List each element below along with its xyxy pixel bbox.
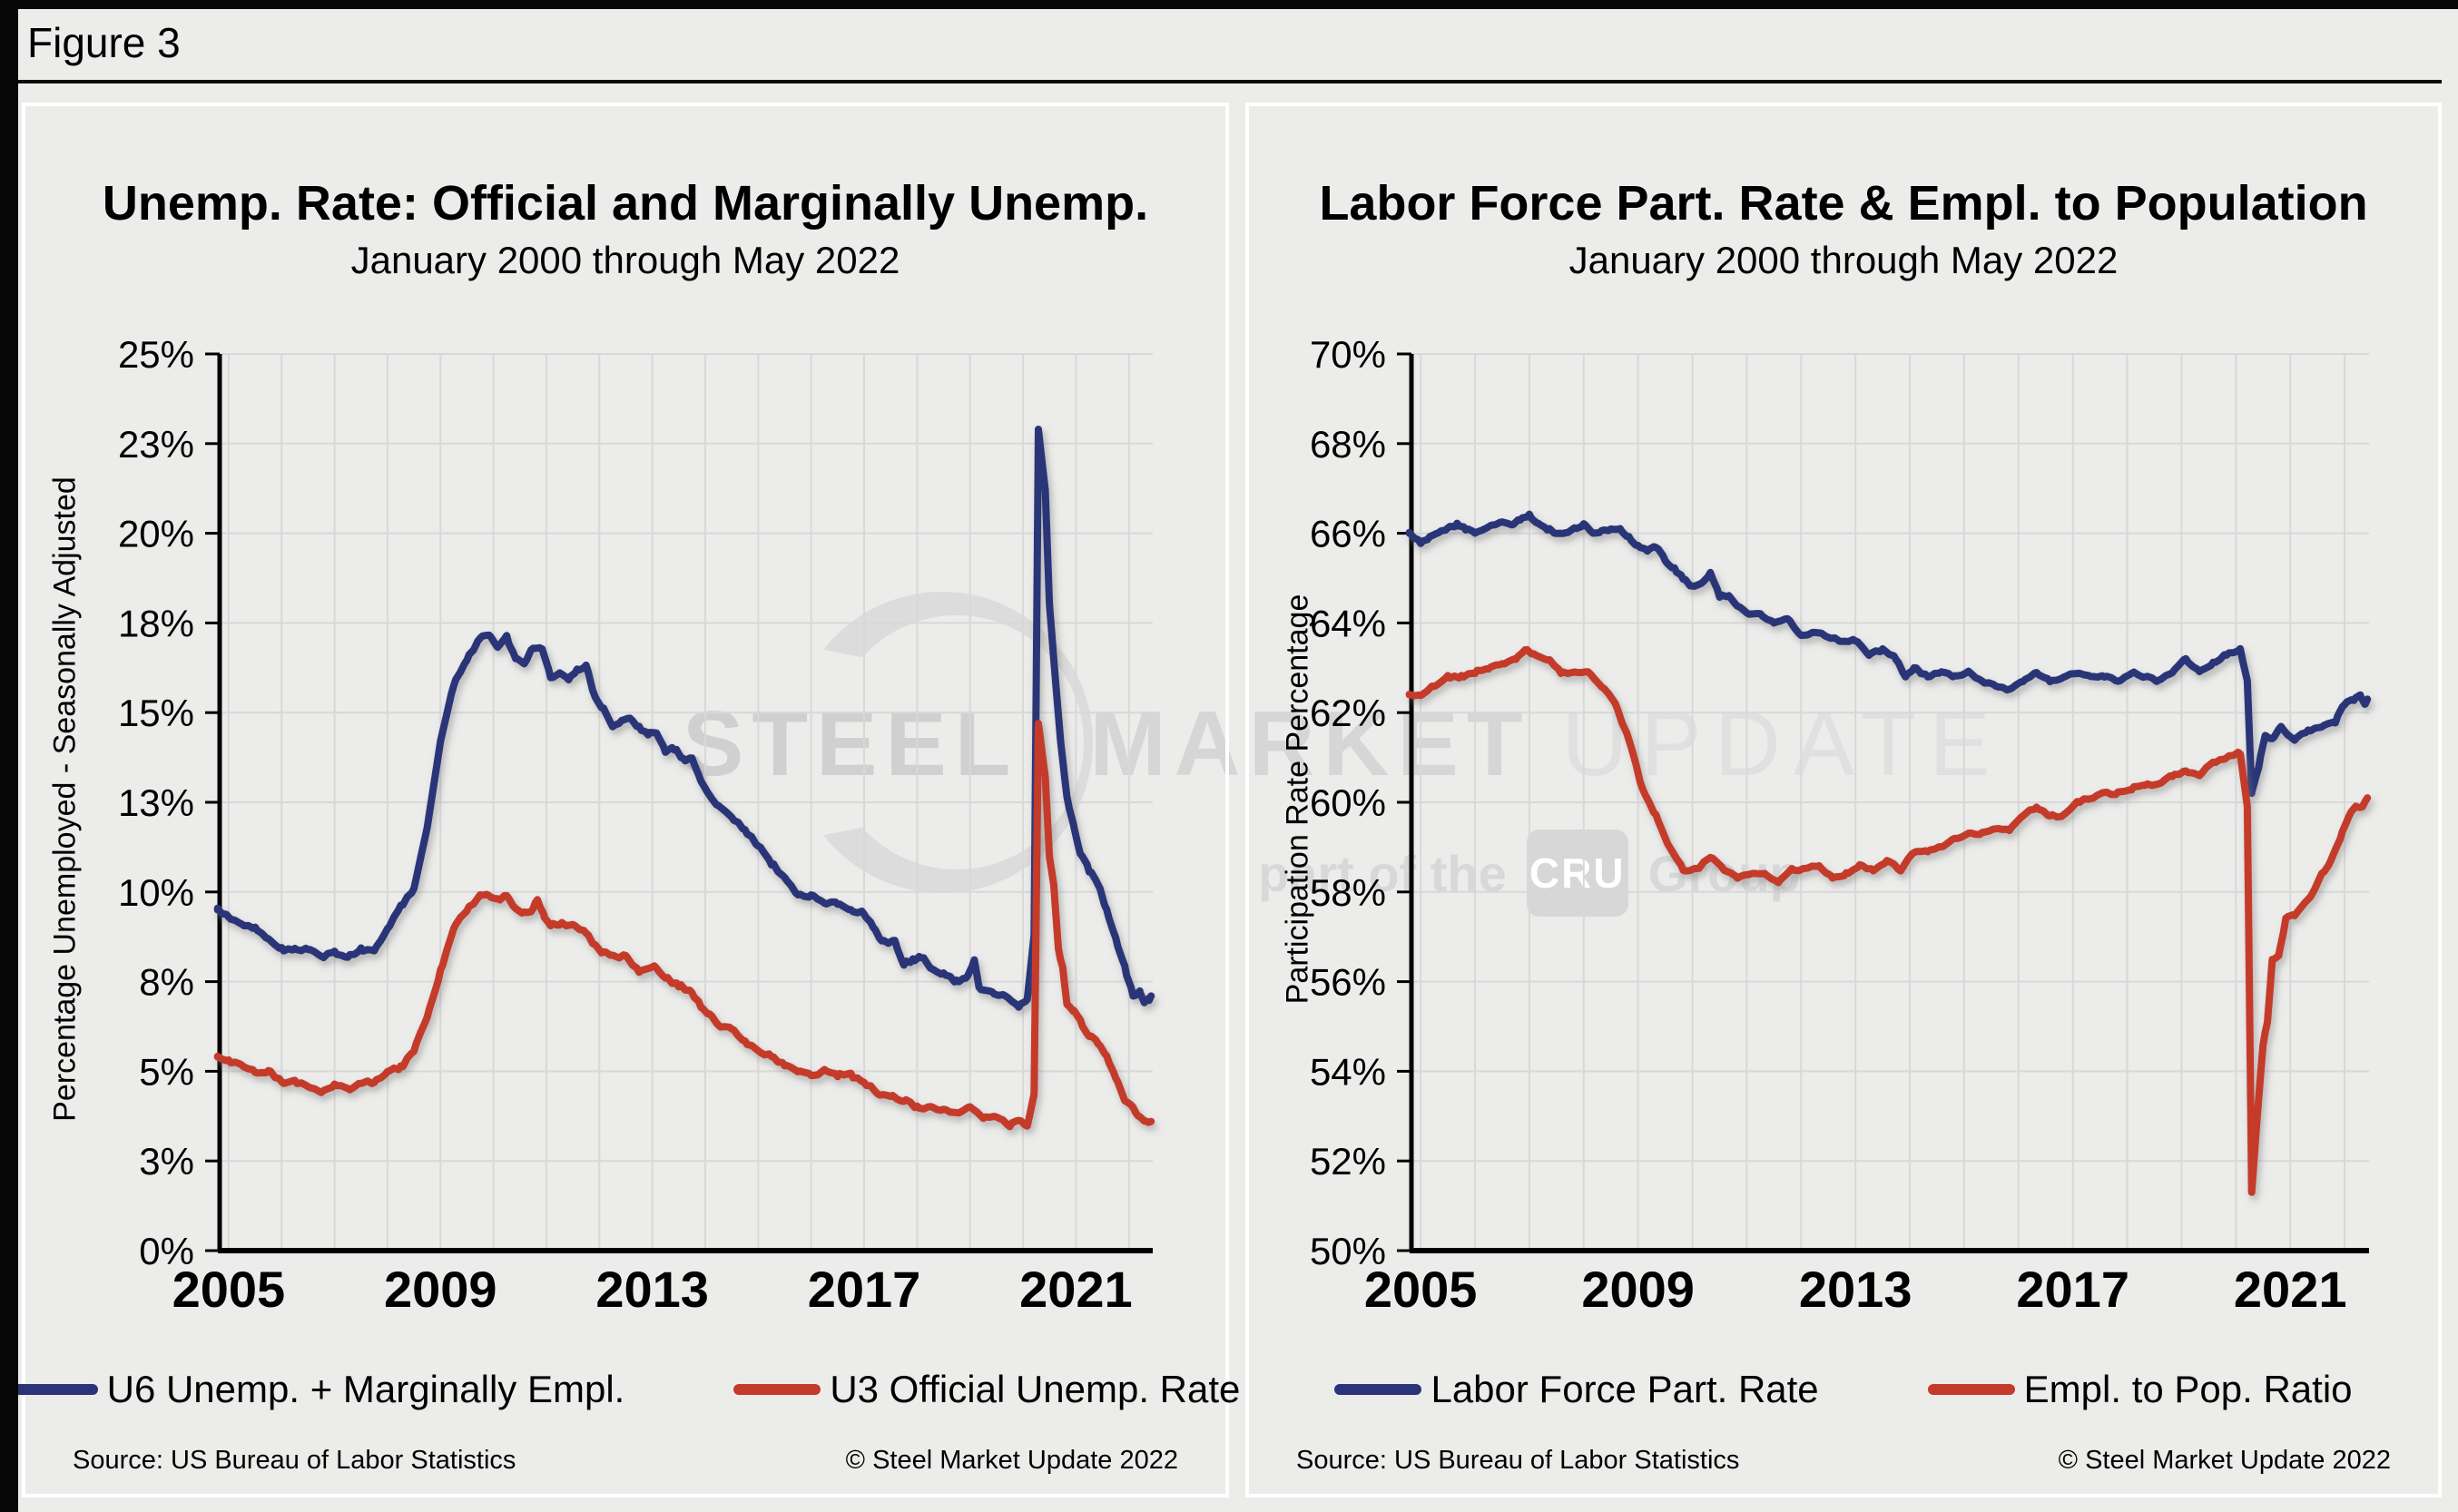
copyright-note: © Steel Market Update 2022 [2058,1445,2391,1475]
figure-label: Figure 3 [27,19,181,66]
legend-item-lfpr: Labor Force Part. Rate [1334,1368,1819,1411]
legend-label: U6 Unemp. + Marginally Empl. [106,1368,625,1410]
legend-swatch-navy [1334,1384,1422,1395]
y-tick-label: 70% [1310,333,1386,376]
unemployment-plot: 0% 3% 5% 8% 10% 13% 15% 18% 20% 23% 25% 2005 2009 201… [118,333,1155,1318]
window-left-edge [0,0,18,1512]
legend-item-u6: U6 Unemp. + Marginally Empl. [10,1368,625,1411]
data-series-navy [213,426,1155,1011]
participation-plot: 50% 52% 54% 56% 58% 60% 62% 64% 66% 68% 70% 2005 200… [1310,333,2372,1318]
y-tick-label: 54% [1310,1050,1386,1093]
y-tick-label: 68% [1310,423,1386,466]
data-series-navy [1405,510,2372,798]
y-tick-label: 18% [118,602,194,644]
legend: Labor Force Part. Rate Empl. to Pop. Rat… [1249,1362,2438,1417]
chart-panel-participation: 50% 52% 54% 56% 58% 60% 62% 64% 66% 68% 70% 2005 200… [1245,103,2442,1497]
x-tick-label: 2021 [2234,1261,2347,1318]
y-tick-label: 66% [1310,513,1386,555]
y-tick-label: 20% [118,513,194,555]
legend-item-epop: Empl. to Pop. Ratio [1927,1368,2353,1411]
x-tick-label: 2009 [384,1261,497,1318]
x-tick-label: 2013 [1799,1261,1912,1318]
legend-item-u3: U3 Official Unemp. Rate [733,1368,1240,1411]
y-tick-label: 58% [1310,871,1386,914]
y-tick-label: 50% [1310,1230,1386,1272]
y-tick-label: 56% [1310,961,1386,1004]
source-note: Source: US Bureau of Labor Statistics [1296,1445,1740,1475]
y-tick-label: 60% [1310,781,1386,824]
y-tick-label: 8% [139,961,194,1004]
data-series-red [213,720,1155,1131]
window-top-edge [0,0,2458,9]
legend-swatch-navy [10,1384,98,1395]
x-tick-label: 2017 [2016,1261,2129,1318]
cru-logo-text: CRU [1529,849,1626,897]
x-tick-label: 2009 [1581,1261,1695,1318]
chart-title: Labor Force Part. Rate & Empl. to Popula… [1319,176,2368,231]
y-tick-label: 62% [1310,692,1386,734]
x-tick-label: 2017 [808,1261,921,1318]
data-series-red [1405,645,2372,1196]
y-tick-label: 52% [1310,1140,1386,1183]
y-tick-label: 5% [139,1050,194,1093]
legend-label: U3 Official Unemp. Rate [830,1368,1241,1410]
legend-swatch-red [1927,1384,2015,1395]
chart-title: Unemp. Rate: Official and Marginally Une… [102,176,1149,231]
x-tick-label: 2005 [172,1261,286,1318]
chart-subtitle: January 2000 through May 2022 [350,239,900,281]
legend-label: Empl. to Pop. Ratio [2023,1368,2353,1410]
y-tick-label: 15% [118,692,194,734]
y-tick-label: 3% [139,1140,194,1183]
y-tick-label: 13% [118,781,194,824]
chart-panel-unemployment: 0% 3% 5% 8% 10% 13% 15% 18% 20% 23% 25% 2005 2009 201… [10,103,1240,1497]
copyright-note: © Steel Market Update 2022 [845,1445,1178,1475]
x-tick-label: 2013 [595,1261,709,1318]
y-axis-title: Participation Rate Percentage [1280,594,1315,1005]
y-tick-label: 64% [1310,602,1386,644]
y-axis-title: Percentage Unemployed - Seasonally Adjus… [47,476,83,1122]
y-tick-label: 23% [118,423,194,466]
source-note: Source: US Bureau of Labor Statistics [73,1445,516,1475]
legend: U6 Unemp. + Marginally Empl. U3 Official… [10,1362,1240,1417]
cru-logo-box: CRU [1526,830,1628,917]
footer-row: Source: US Bureau of Labor Statistics © … [73,1442,1178,1478]
y-tick-label: 0% [139,1230,194,1272]
figure-title-rule [18,80,2442,83]
x-tick-label: 2021 [1019,1261,1133,1318]
y-tick-label: 25% [118,333,194,376]
x-tick-label: 2005 [1364,1261,1478,1318]
legend-swatch-red [733,1384,821,1395]
y-tick-label: 10% [118,871,194,914]
chart-subtitle: January 2000 through May 2022 [1568,239,2119,281]
legend-label: Labor Force Part. Rate [1431,1368,1819,1410]
footer-row: Source: US Bureau of Labor Statistics © … [1296,1442,2391,1478]
